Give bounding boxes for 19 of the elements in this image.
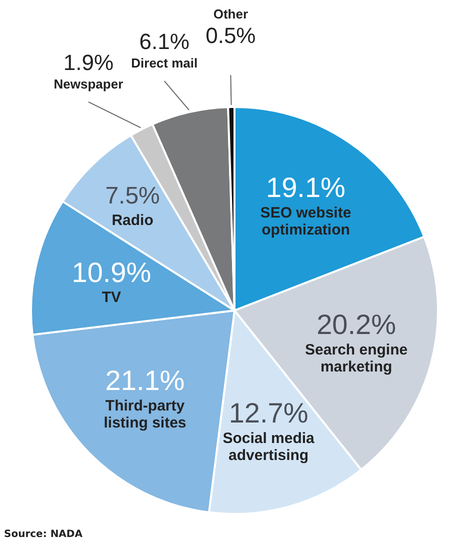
data-label: 19.1%: [266, 172, 346, 204]
data-label: 0.5%: [206, 23, 256, 48]
data-label: 20.2%: [316, 309, 396, 340]
source-note: Source: NADA: [4, 529, 82, 540]
data-label: 21.1%: [105, 365, 185, 396]
data-label: 7.5%: [105, 182, 160, 210]
slice-label: Search engine marketing: [305, 342, 408, 376]
slice-label: TV: [102, 289, 122, 306]
data-label: 1.9%: [63, 50, 114, 75]
slice-label: Third-party listing sites: [104, 398, 186, 432]
data-label: 10.9%: [72, 256, 152, 288]
slice-label: Radio: [112, 212, 154, 229]
slice-label: Social media advertising: [222, 430, 316, 464]
slice-label: SEO website optimization: [260, 204, 352, 239]
slice-label: Direct mail: [131, 56, 198, 71]
data-label: 6.1%: [139, 29, 190, 54]
slice-label: Other: [213, 6, 248, 22]
data-label: 12.7%: [228, 398, 308, 429]
slice-label: Newspaper: [54, 76, 124, 92]
